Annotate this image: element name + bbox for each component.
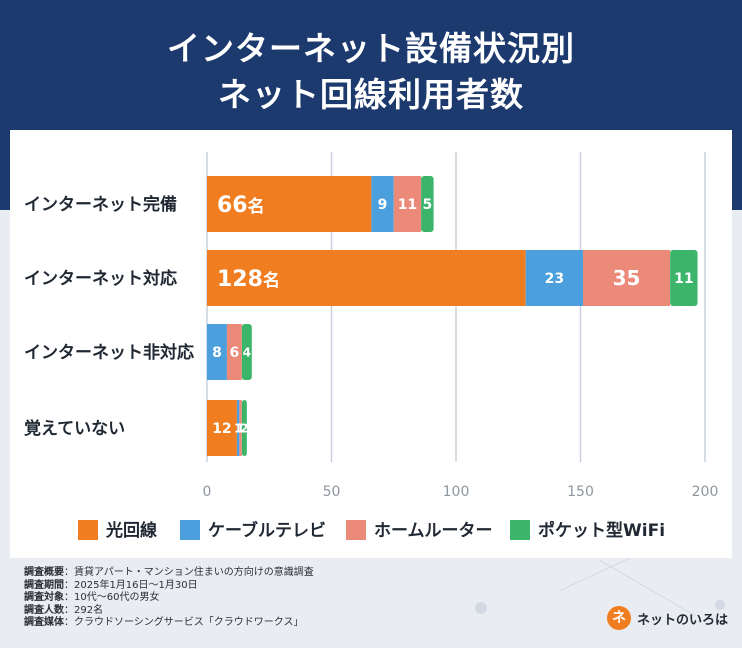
note-key: 調査対象 [24, 592, 64, 603]
note-key: 調査期間 [24, 579, 64, 591]
category-label: インターネット非対応 [24, 342, 194, 363]
bar-segment [582, 250, 671, 306]
decorative-dot [715, 600, 725, 610]
x-tick-label: 50 [323, 484, 341, 500]
x-tick-label: 200 [692, 484, 719, 500]
legend-label: ポケット型WiFi [538, 520, 665, 541]
legend-swatch [510, 520, 530, 540]
survey-notes: 調査概要：賃貸アパート・マンション住まいの方向けの意識調査 調査期間：2025年… [24, 567, 484, 630]
note-key: 調査概要 [24, 567, 64, 578]
bar-segment [670, 250, 698, 306]
category-label: インターネット完備 [24, 194, 177, 215]
chart-title-line2: ネット回線利用者数 [218, 75, 524, 114]
bar-segment [236, 400, 240, 456]
note-value: 2025年1月16日〜1月30日 [74, 579, 198, 591]
bar-segment [207, 400, 237, 456]
note-row: 調査対象：10代〜60代の男女 [24, 592, 160, 603]
bar-value-label: 8 [212, 345, 222, 361]
x-tick-label: 150 [567, 484, 594, 500]
bar-value-label: 2 [240, 421, 248, 435]
brand-logo: ネ ネットのいろは [607, 604, 728, 632]
bar-value-label: 12 [212, 421, 231, 437]
bar-value-label: 66名 [217, 193, 265, 218]
bar-value-label: 128名 [217, 267, 280, 292]
bar-value-number: 128 [217, 267, 263, 292]
bar-value-label: 23 [545, 271, 564, 287]
chart-title-line1: インターネット設備状況別 [167, 29, 575, 68]
bar-segment [207, 250, 526, 306]
category-label: インターネット対応 [24, 268, 177, 289]
bar-segment [239, 400, 242, 456]
bar-segment [241, 324, 252, 380]
legend-label: 光回線 [105, 520, 157, 541]
note-row: 調査期間：2025年1月16日〜1月30日 [24, 579, 198, 591]
bar-segment [226, 324, 242, 380]
bar-value-unit: 名 [248, 196, 265, 217]
note-key: 調査媒体 [24, 617, 64, 628]
x-tick-label: 100 [443, 484, 470, 500]
bar-value-label: 11 [674, 271, 693, 287]
legend-label: ケーブルテレビ [208, 520, 326, 541]
bar-value-unit: 名 [263, 270, 280, 291]
bar-value-label: 11 [398, 197, 417, 213]
note-key: 調査人数 [24, 604, 64, 616]
bar-segment [421, 176, 434, 232]
brand-logo-text: ネットのいろは [637, 612, 729, 628]
bar-value-label: 1 [236, 421, 244, 435]
bar-segment [371, 176, 394, 232]
bar-segment [241, 400, 247, 456]
note-value: 292名 [74, 604, 104, 616]
note-row: 調査媒体：クラウドソーシングサービス「クラウドワークス」 [24, 617, 304, 628]
note-value: 賃貸アパート・マンション住まいの方向けの意識調査 [74, 567, 314, 578]
chart-card: 0 50 100 150 200 インターネット完備 66名 9 11 5 インターネット対応 128… [10, 130, 732, 558]
note-value: 10代〜60代の男女 [74, 592, 160, 603]
category-label: 覚えていない [24, 418, 125, 439]
note-row: 調査概要：賃貸アパート・マンション住まいの方向けの意識調査 [24, 567, 314, 578]
legend-swatch [346, 520, 366, 540]
decorative-dot [475, 602, 487, 614]
bar-value-label: 4 [243, 345, 251, 359]
bar-value-number: 66 [217, 193, 248, 218]
brand-logo-icon: ネ [607, 606, 631, 630]
bar-segment [207, 176, 372, 232]
bar-value-label: 35 [613, 266, 641, 290]
bar-value-label: 6 [230, 345, 240, 361]
bar-segment [207, 324, 227, 380]
bar-segment [393, 176, 422, 232]
note-row: 調査人数：292名 [24, 604, 104, 616]
legend-swatch [78, 520, 98, 540]
bar-value-label: 5 [422, 197, 432, 213]
legend-swatch [180, 520, 200, 540]
legend-label: ホームルーター [374, 521, 493, 541]
bar-value-label: 1 [234, 421, 242, 435]
bar-value-label: 9 [378, 197, 388, 213]
x-tick-label: 0 [203, 484, 212, 500]
bar-segment [525, 250, 583, 306]
note-value: クラウドソーシングサービス「クラウドワークス」 [74, 617, 304, 628]
